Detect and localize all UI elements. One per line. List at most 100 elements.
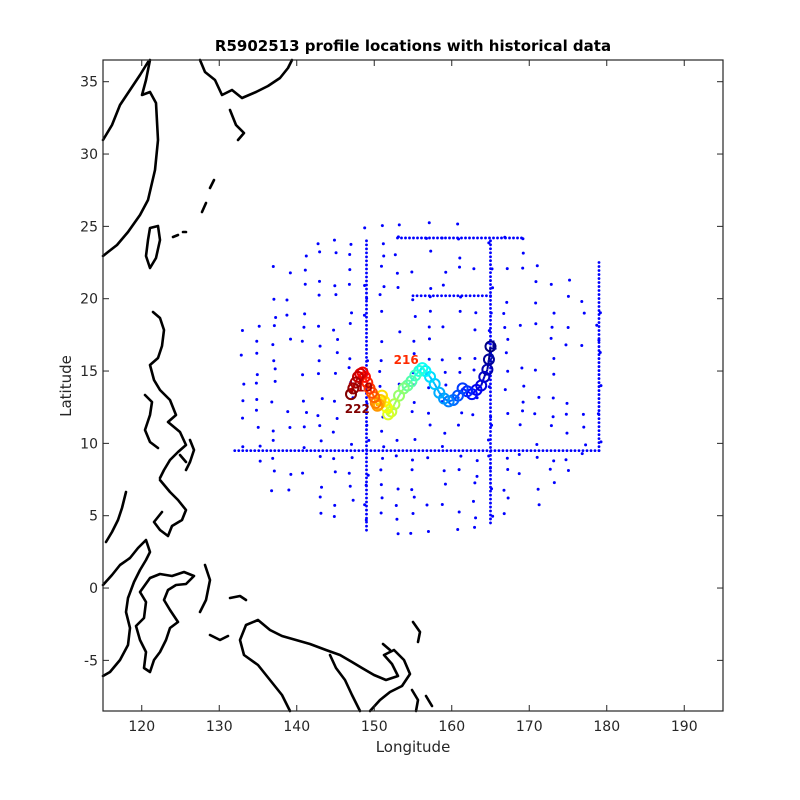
historical-point [440, 294, 443, 298]
historical-point [489, 251, 492, 255]
historical-point [265, 449, 269, 452]
coastline-kyushu [198, 58, 294, 214]
historical-point [503, 326, 507, 330]
historical-point [433, 449, 437, 452]
historical-point [489, 450, 492, 453]
historical-point [365, 355, 368, 359]
historical-point [473, 481, 477, 485]
historical-point [487, 241, 491, 245]
historical-point [273, 379, 277, 383]
historical-point [533, 368, 537, 372]
historical-point [474, 516, 478, 520]
historical-point [348, 484, 352, 488]
historical-point [271, 343, 275, 347]
historical-point [549, 449, 553, 452]
historical-point [517, 449, 521, 452]
historical-point [319, 439, 323, 443]
historical-point [332, 238, 336, 242]
historical-point [365, 347, 368, 351]
historical-point [473, 328, 477, 332]
historical-point [464, 294, 468, 298]
historical-point [285, 313, 289, 317]
historical-point [365, 243, 368, 247]
historical-point [525, 449, 529, 452]
historical-point [365, 412, 368, 416]
historical-point [348, 268, 352, 272]
historical-point [332, 399, 336, 403]
historical-point [365, 436, 368, 440]
historical-point [534, 322, 538, 326]
historical-point [413, 315, 417, 319]
historical-point [318, 250, 322, 254]
historical-point [489, 243, 492, 247]
historical-point [325, 449, 329, 452]
historical-point [240, 328, 244, 332]
historical-point [441, 325, 445, 329]
historical-point [318, 455, 322, 459]
historical-point [316, 414, 320, 418]
historical-point [489, 461, 492, 465]
historical-point [449, 449, 453, 452]
historical-point [508, 236, 511, 240]
historical-point [597, 305, 601, 308]
historical-point [489, 294, 492, 298]
historical-point [593, 449, 597, 452]
historical-point [452, 294, 456, 298]
historical-point [476, 294, 480, 298]
historical-point [489, 513, 492, 517]
historical-point [428, 309, 432, 313]
historical-point [270, 400, 274, 404]
historical-point [457, 449, 461, 452]
historical-point [419, 294, 423, 298]
historical-point [597, 309, 601, 312]
historical-point [489, 382, 492, 386]
historical-point [365, 364, 368, 367]
historical-point [534, 301, 538, 305]
historical-point [332, 328, 336, 332]
historical-point [341, 449, 345, 452]
historical-point [379, 468, 383, 472]
historical-point [550, 325, 554, 329]
historical-point [597, 353, 601, 356]
x-tick-label: 120 [128, 719, 155, 735]
historical-point [233, 449, 237, 452]
historical-point [317, 359, 321, 363]
historical-point [489, 521, 492, 525]
historical-point [503, 388, 507, 392]
historical-point [254, 408, 258, 412]
y-tick-label: -5 [84, 653, 98, 669]
historical-point [489, 430, 492, 433]
historical-point [381, 242, 385, 246]
historical-point [489, 481, 492, 485]
historical-point [380, 340, 384, 344]
historical-point [565, 431, 569, 435]
historical-point [493, 449, 497, 452]
historical-point [385, 449, 389, 452]
historical-point [350, 311, 354, 315]
historical-point [516, 236, 519, 240]
historical-point [456, 294, 460, 298]
historical-point [378, 369, 382, 373]
historical-point [458, 309, 462, 313]
historical-point [412, 339, 416, 343]
historical-point [472, 236, 475, 240]
historical-point [489, 326, 492, 330]
historical-point [534, 280, 538, 284]
historical-point [396, 487, 400, 491]
historical-point [513, 449, 517, 452]
historical-point [365, 400, 368, 403]
historical-point [394, 504, 398, 508]
historical-point [365, 408, 368, 412]
historical-point [491, 514, 495, 518]
historical-point [480, 294, 484, 298]
historical-point [412, 236, 415, 240]
historical-point [273, 367, 277, 371]
historical-point [506, 496, 510, 500]
historical-point [521, 251, 525, 255]
historical-point [334, 293, 338, 297]
historical-point [318, 495, 322, 499]
historical-point [239, 353, 243, 357]
historical-point [597, 401, 601, 404]
historical-point [365, 424, 368, 428]
historical-point [489, 473, 492, 477]
